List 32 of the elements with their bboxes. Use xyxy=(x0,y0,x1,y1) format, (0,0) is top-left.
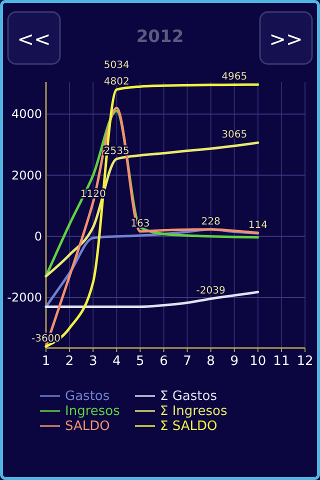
legend-label: Ingresos xyxy=(65,404,120,419)
legend-label: Gastos xyxy=(65,389,110,404)
x-tick-label: 5 xyxy=(136,354,144,369)
legend-label: Σ Ingresos xyxy=(160,404,228,419)
x-tick-label: 8 xyxy=(206,354,215,369)
x-tick-label: 7 xyxy=(183,354,192,369)
annotation: 4802 xyxy=(104,76,130,88)
text: >> xyxy=(269,27,303,51)
x-tick-label: 6 xyxy=(160,354,168,369)
annotation: 4965 xyxy=(222,72,248,83)
x-tick-label: 11 xyxy=(273,354,290,369)
legend-label: Σ Gastos xyxy=(160,389,218,404)
y-tick-label: -2000 xyxy=(7,290,42,305)
x-tick-label: 9 xyxy=(230,354,239,369)
x-tick-label: 10 xyxy=(250,354,266,369)
x-tick-label: 3 xyxy=(88,354,98,369)
x-tick-label: 4 xyxy=(112,354,121,369)
x-tick-label: 1 xyxy=(42,354,50,369)
x-tick-label: 12 xyxy=(296,354,314,369)
annotation: 228 xyxy=(201,216,220,228)
y-tick-label: 4000 xyxy=(11,107,42,122)
legend-label: SALDO xyxy=(65,419,110,434)
y-tick-label: 0 xyxy=(34,229,42,244)
x-tick-label: 2 xyxy=(65,354,74,369)
chart-title: 2012 xyxy=(136,27,184,47)
text: << xyxy=(17,27,51,51)
annotation: 114 xyxy=(248,220,268,231)
text: 5034 xyxy=(104,60,130,71)
annotation: 3065 xyxy=(222,130,248,141)
annotation: -2039 xyxy=(196,286,226,297)
legend-label: Σ SALDO xyxy=(160,419,218,434)
y-tick-label: 2000 xyxy=(11,168,42,182)
